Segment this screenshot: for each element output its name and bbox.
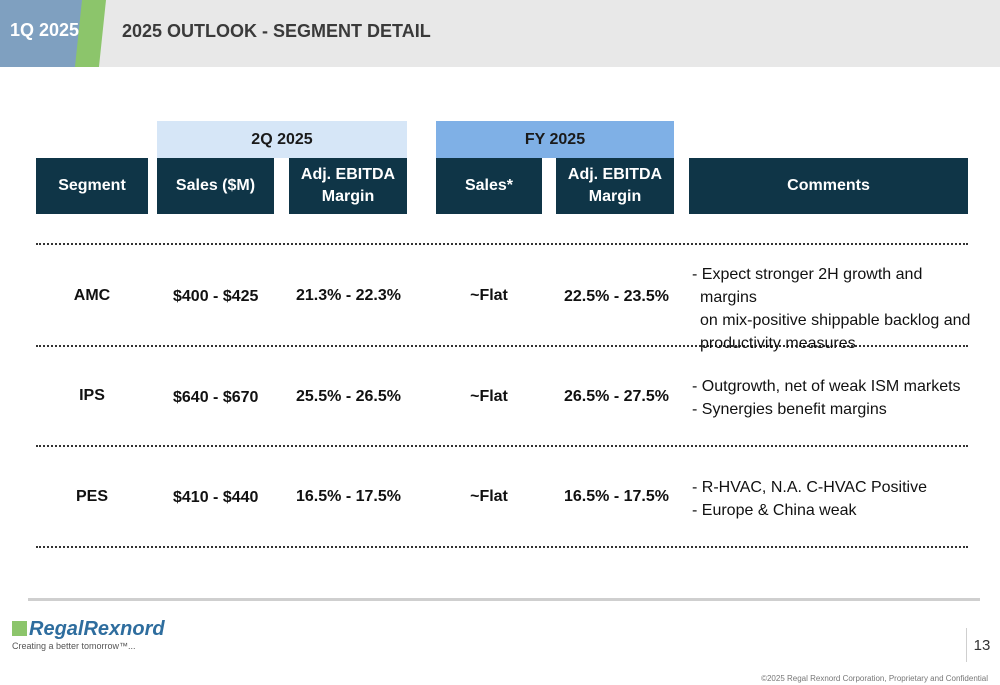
column-header-adj-ebitda-fy: Adj. EBITDA Margin [556, 158, 674, 214]
sales-fy: ~Flat [470, 488, 508, 505]
logo-text: RegalRexnord [29, 618, 165, 640]
comment-line: - Expect stronger 2H growth and margins [692, 266, 923, 306]
column-header-sales-fy: Sales* [436, 158, 542, 214]
column-header-adj-ebitda-quarter: Adj. EBITDA Margin [289, 158, 407, 214]
sales-range: $640 - $670 [173, 389, 259, 406]
comments: - Expect stronger 2H growth and margins … [692, 263, 982, 355]
column-header-comments: Comments [689, 158, 968, 214]
column-header-line: Margin [321, 188, 375, 205]
adj-margin-quarter: 16.5% - 17.5% [296, 488, 401, 505]
company-logo: RegalRexnord [12, 618, 165, 641]
page-number: 13 [966, 628, 997, 662]
comment-line: - Synergies benefit margins [692, 401, 887, 418]
comment-line: on mix-positive shippable backlog and [700, 312, 971, 329]
column-header-sales: Sales ($M) [157, 158, 274, 214]
tagline: Creating a better tomorrow™... [12, 641, 136, 651]
column-header-line: Adj. EBITDA [567, 166, 663, 183]
adj-margin-quarter: 25.5% - 26.5% [296, 388, 401, 405]
page-title: 2025 OUTLOOK - SEGMENT DETAIL [122, 21, 431, 41]
sales-fy: ~Flat [470, 287, 508, 304]
segment-name: PES [75, 488, 108, 505]
comment-line: - Outgrowth, net of weak ISM markets [692, 378, 961, 395]
adj-margin-quarter: 21.3% - 22.3% [296, 287, 401, 304]
comment-line: - Europe & China weak [692, 502, 857, 519]
comment-line: - R-HVAC, N.A. C-HVAC Positive [692, 479, 927, 496]
row-divider [36, 445, 968, 447]
group-header-quarter: 2Q 2025 [157, 121, 407, 158]
sales-range: $400 - $425 [173, 288, 259, 305]
copyright-notice: ©2025 Regal Rexnord Corporation, Proprie… [761, 674, 988, 683]
group-header-full-year: FY 2025 [436, 121, 674, 158]
adj-margin-fy: 22.5% - 23.5% [564, 288, 669, 305]
comment-line: productivity measures [700, 335, 856, 352]
adj-margin-fy: 26.5% - 27.5% [564, 388, 669, 405]
column-header-line: Adj. EBITDA [300, 166, 396, 183]
adj-margin-fy: 16.5% - 17.5% [564, 488, 669, 505]
column-header-line: Margin [588, 188, 642, 205]
row-divider [36, 243, 968, 245]
segment-name: IPS [79, 387, 105, 404]
comments: - Outgrowth, net of weak ISM markets - S… [692, 375, 982, 421]
row-divider [36, 546, 968, 548]
header-bar: 1Q 2025 2025 OUTLOOK - SEGMENT DETAIL [0, 0, 1000, 67]
logo-mark-icon [12, 621, 27, 636]
comments: - R-HVAC, N.A. C-HVAC Positive - Europe … [692, 476, 982, 522]
row-divider [36, 345, 968, 347]
period-tab [0, 0, 88, 67]
segment-name: AMC [73, 287, 111, 304]
sales-range: $410 - $440 [173, 489, 259, 506]
footer-divider [28, 598, 980, 601]
period-label: 1Q 2025 [10, 20, 80, 40]
sales-fy: ~Flat [470, 388, 508, 405]
column-header-segment: Segment [36, 158, 148, 214]
